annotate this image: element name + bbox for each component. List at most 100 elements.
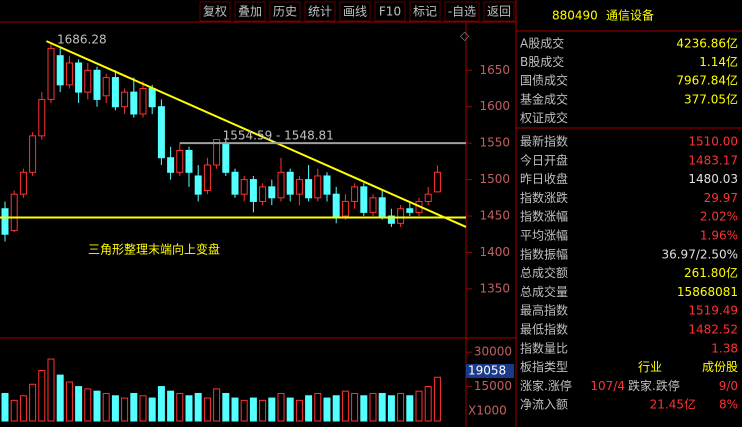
row-label: 总成交额 <box>520 265 568 280</box>
toolbar-label[interactable]: 复权 <box>203 5 227 19</box>
row-value: 9/0 <box>719 379 738 393</box>
row-label: 指数量比 <box>520 340 568 355</box>
candle-body <box>56 55 64 86</box>
y-tick-label: 1550 <box>479 136 510 150</box>
candle-body <box>387 215 395 224</box>
toolbar-label[interactable]: 画线 <box>343 5 367 19</box>
volume-bar <box>75 386 83 422</box>
volume-bar <box>84 388 92 422</box>
candle-body <box>433 171 441 193</box>
volume-bar <box>1 392 9 422</box>
toolbar-label[interactable]: -自选 <box>448 5 476 19</box>
toolbar-button[interactable] <box>304 1 336 22</box>
row-label: B股成交 <box>520 54 564 69</box>
candle-body <box>194 175 202 195</box>
volume-bar <box>341 390 349 422</box>
volume-bar <box>415 390 423 422</box>
row-value: 261.80亿 <box>684 265 738 280</box>
y-tick-label: 1400 <box>479 245 510 259</box>
row-label: 权证成交 <box>520 110 568 125</box>
candle-body <box>295 179 303 195</box>
volume-bar <box>323 397 331 422</box>
y-tick-label: 1650 <box>479 63 510 77</box>
candle-body <box>19 171 27 195</box>
volume-bar <box>38 370 46 422</box>
row-value: 377.05亿 <box>684 91 738 106</box>
toolbar-button[interactable] <box>339 1 371 22</box>
toolbar-label[interactable]: F10 <box>379 5 401 19</box>
row-label: 最高指数 <box>520 303 568 318</box>
volume-bar <box>314 392 322 422</box>
row-label: 基金成交 <box>520 91 568 106</box>
corner-icon: ◇ <box>460 29 470 43</box>
row-value: 107/4 <box>590 379 625 393</box>
volume-bar <box>397 392 405 422</box>
row-value: 8% <box>719 398 738 412</box>
volume-bar <box>65 381 73 422</box>
row-value: 1519.49 <box>688 304 738 318</box>
row-label: 国债成交 <box>520 73 568 88</box>
volume-bar <box>111 395 119 422</box>
volume-bar <box>139 395 147 422</box>
row-label: 总成交量 <box>520 284 568 299</box>
toolbar-label[interactable]: 标记 <box>413 5 437 19</box>
candle-body <box>277 171 285 199</box>
volume-bar <box>157 386 165 422</box>
toolbar-button[interactable] <box>199 1 231 22</box>
candle-body <box>148 87 156 108</box>
volume-bar <box>47 358 55 422</box>
candle-body <box>10 193 18 232</box>
volume-bar <box>185 395 193 422</box>
candle-body <box>222 142 230 173</box>
toolbar-button[interactable] <box>444 1 480 22</box>
volume-bar <box>332 395 340 422</box>
candle-body <box>406 208 414 213</box>
volume-bar <box>194 392 202 422</box>
candle-body <box>1 208 9 235</box>
volume-bar <box>222 392 230 422</box>
toolbar-button[interactable] <box>374 1 406 22</box>
volume-bar <box>295 399 303 422</box>
volume-bar <box>378 392 386 422</box>
candle-body <box>332 193 340 217</box>
row-value: 行业 <box>638 360 662 374</box>
volume-bar <box>56 374 64 422</box>
toolbar-button[interactable] <box>409 1 441 22</box>
toolbar-button[interactable] <box>234 1 266 22</box>
volume-bar <box>102 392 110 422</box>
candle-body <box>213 139 221 166</box>
volume-bar <box>213 388 221 422</box>
candle-body <box>268 186 276 199</box>
volume-bar <box>10 399 18 422</box>
volume-bar <box>130 392 138 422</box>
candle-body <box>378 197 386 217</box>
candle-body <box>424 193 432 202</box>
toolbar-label[interactable]: 返回 <box>487 5 511 19</box>
toolbar-label[interactable]: 统计 <box>308 5 332 19</box>
volume-bar <box>167 390 175 422</box>
volume-tick-label: 30000 <box>474 345 512 359</box>
candle-body <box>397 208 405 224</box>
price-annotation: 1554.59 - 1548.81 <box>223 128 334 142</box>
volume-bar <box>249 397 257 422</box>
volume-bar <box>240 399 248 422</box>
toolbar-label[interactable]: 历史 <box>273 5 297 19</box>
volume-bar <box>268 397 276 422</box>
toolbar-button[interactable] <box>269 1 301 22</box>
volume-bar <box>176 392 184 422</box>
volume-bar <box>360 395 368 422</box>
toolbar-label[interactable]: 叠加 <box>238 5 262 19</box>
candle-body <box>341 200 349 217</box>
y-tick-label: 1500 <box>479 172 510 186</box>
volume-bar <box>286 397 294 422</box>
candle-body <box>259 186 267 202</box>
toolbar-button[interactable] <box>483 1 515 22</box>
candle-body <box>75 62 83 93</box>
candle-body <box>47 47 55 100</box>
candle-body <box>351 186 359 202</box>
candle-body <box>360 186 368 213</box>
candle-body <box>130 91 138 115</box>
candle-body <box>286 171 294 195</box>
